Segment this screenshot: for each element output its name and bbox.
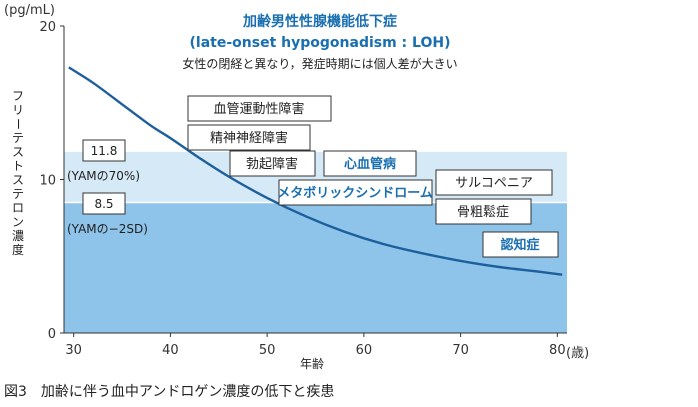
x-tick-label: 80 xyxy=(549,343,566,358)
chart-note: 女性の閉経と異なり，発症時期には個人差が大きい xyxy=(182,56,457,71)
ref-desc-11-8: (YAMの70%) xyxy=(67,169,140,183)
y-axis-label-char: テ xyxy=(12,187,24,201)
disease-box-dementia: 認知症 xyxy=(482,231,559,258)
disease-box-osteoporosis: 骨粗鬆症 xyxy=(435,198,532,225)
y-axis-label-char: リ xyxy=(12,103,24,117)
x-tick-label: 40 xyxy=(162,343,179,358)
y-axis-label-char: ン xyxy=(12,215,24,229)
svg-text:勃起障害: 勃起障害 xyxy=(246,156,298,172)
x-ticks: 30 40 50 60 70 80 xyxy=(65,333,566,358)
figure-caption: 図3 加齢に伴う血中アンドロゲン濃度の低下と疾患 xyxy=(4,384,334,400)
y-axis-label-char: 濃 xyxy=(12,229,24,243)
x-tick-label: 60 xyxy=(356,343,373,358)
x-unit: (歳) xyxy=(566,346,589,361)
disease-box-erectile: 勃起障害 xyxy=(229,150,316,177)
disease-box-cardiovascular: 心血管病 xyxy=(323,150,417,177)
svg-text:サルコペニア: サルコペニア xyxy=(455,176,533,191)
disease-box-neuropsychiatric: 精神神経障害 xyxy=(187,124,311,151)
svg-text:心血管病: 心血管病 xyxy=(344,156,396,172)
y-axis-label-char: ス xyxy=(12,173,24,187)
ref-value-11-8: 11.8 xyxy=(91,144,118,158)
x-tick-label: 50 xyxy=(259,343,276,358)
svg-text:血管運動性障害: 血管運動性障害 xyxy=(213,101,304,117)
svg-text:精神神経障害: 精神神経障害 xyxy=(210,130,288,146)
testosterone-curve xyxy=(68,66,563,276)
y-axis-label-char: ス xyxy=(12,145,24,159)
x-tick-label: 70 xyxy=(452,343,469,358)
y-axis-label-char: ロ xyxy=(12,201,24,215)
svg-text:メタボリックシンドローム: メタボリックシンドローム xyxy=(277,185,433,201)
chart-title: 加齢男性性腺機能低下症 xyxy=(242,13,397,30)
y-tick-label: 10 xyxy=(39,174,56,189)
y-ticks: 0 10 20 xyxy=(39,20,64,342)
x-tick-label: 30 xyxy=(65,343,82,358)
ref-box-8-5 xyxy=(82,192,126,215)
y-tick-label: 0 xyxy=(48,327,56,342)
ref-value-8-5: 8.5 xyxy=(94,197,113,211)
y-tick-label: 20 xyxy=(39,20,56,35)
disease-box-metabolic: メタボリックシンドローム xyxy=(277,179,433,206)
ref-box-11-8 xyxy=(82,139,126,162)
ref-desc-8-5: (YAMの−2SD) xyxy=(67,222,148,236)
y-axis-label-char: 度 xyxy=(12,242,24,257)
x-axis-label: 年齢 xyxy=(300,356,324,371)
disease-box-sarcopenia: サルコペニア xyxy=(435,169,553,196)
svg-text:骨粗鬆症: 骨粗鬆症 xyxy=(457,205,509,220)
disease-box-vasomotor: 血管運動性障害 xyxy=(187,95,332,122)
y-axis-label-char: ト xyxy=(12,159,24,173)
y-unit: (pg/mL) xyxy=(4,3,55,18)
y-axis-label-char: ー xyxy=(11,118,25,130)
y-axis-label-char: テ xyxy=(12,131,24,145)
y-axis-label-char: フ xyxy=(12,89,24,103)
svg-text:認知症: 認知症 xyxy=(500,237,539,253)
chart-subtitle: (late-onset hypogonadism : LOH) xyxy=(190,35,451,51)
